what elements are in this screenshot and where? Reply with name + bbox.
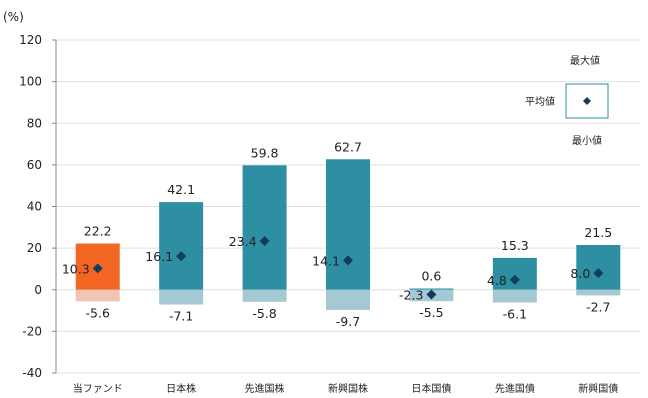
avg-value-label: 23.4 [229,234,257,249]
max-value-label: 62.7 [334,139,362,154]
max-value-label: 21.5 [584,225,612,240]
min-value-label: -6.1 [503,306,527,321]
y-axis: (%) 120 100 80 60 40 20 0 -20 -40 [3,10,57,380]
avg-marker [426,289,437,300]
bar-min-segment [242,289,287,302]
avg-value-label: 14.1 [312,253,340,268]
y-tick-label: 0 [34,283,42,297]
avg-value-label: 16.1 [145,249,173,264]
x-category-label: 先進国株 [245,382,285,395]
y-tick-label: 60 [27,158,42,172]
y-tick-label: 120 [19,33,42,47]
bar-max-segment [409,288,454,290]
min-value-label: -5.8 [252,306,276,321]
min-value-label: -7.1 [169,309,193,324]
bar-max-segment [159,202,204,290]
max-value-label: 0.6 [421,269,441,284]
y-tick-label: -20 [22,324,42,338]
bar-min-segment [75,289,120,302]
avg-value-label: 10.3 [62,261,90,276]
bar-min-segment [159,289,204,305]
y-tick-label: 80 [27,116,42,130]
avg-marker [593,268,604,279]
avg-marker [176,251,187,262]
x-category-label: 当ファンド [73,382,123,395]
y-tick-label: -40 [22,366,42,380]
y-tick-label: 20 [27,241,42,255]
max-value-label: 42.1 [167,182,195,197]
min-value-label: -5.6 [86,305,110,320]
y-unit-label: (%) [3,10,24,24]
min-value-label: -2.7 [586,299,610,314]
legend-max-label: 最大値 [570,54,600,67]
bar-min-segment [576,289,621,296]
y-tick-label: 40 [27,200,42,214]
x-category-label: 日本国債 [411,382,451,395]
avg-value-label: 4.8 [487,273,507,288]
avg-value-label: 8.0 [570,266,590,281]
avg-marker [259,236,270,247]
y-tick-label: 100 [19,75,42,89]
legend-avg-marker [583,97,591,105]
x-category-label: 先進国債 [495,382,535,395]
min-value-label: -5.5 [419,305,443,320]
min-value-label: -9.7 [336,314,360,329]
legend-avg-label: 平均値 [525,95,555,108]
max-value-label: 15.3 [501,238,529,253]
bar-min-segment [492,289,537,303]
max-value-label: 59.8 [251,145,279,160]
bar-max-segment [242,165,287,290]
bar-max-segment [326,159,370,290]
avg-marker [343,255,353,266]
avg-marker [509,274,520,285]
avg-value-label: -2.3 [399,288,423,303]
avg-marker [92,263,103,274]
max-value-label: 22.2 [84,224,112,239]
x-category-label: 新興国株 [328,382,368,395]
bar-max-segment [576,245,621,290]
x-axis-categories: 当ファンド 日本株 先進国株 新興国株 日本国債 先進国債 新興国債 [73,382,619,395]
data-labels: 22.2 -5.6 10.3 42.1 -7.1 16.1 59.8 -5.8 23.4 62.7… [62,139,612,329]
legend-min-label: 最小値 [572,134,602,147]
bar-min-segment [326,289,370,310]
bars [75,159,621,310]
x-category-label: 日本株 [166,382,196,395]
x-category-label: 新興国債 [578,382,618,395]
